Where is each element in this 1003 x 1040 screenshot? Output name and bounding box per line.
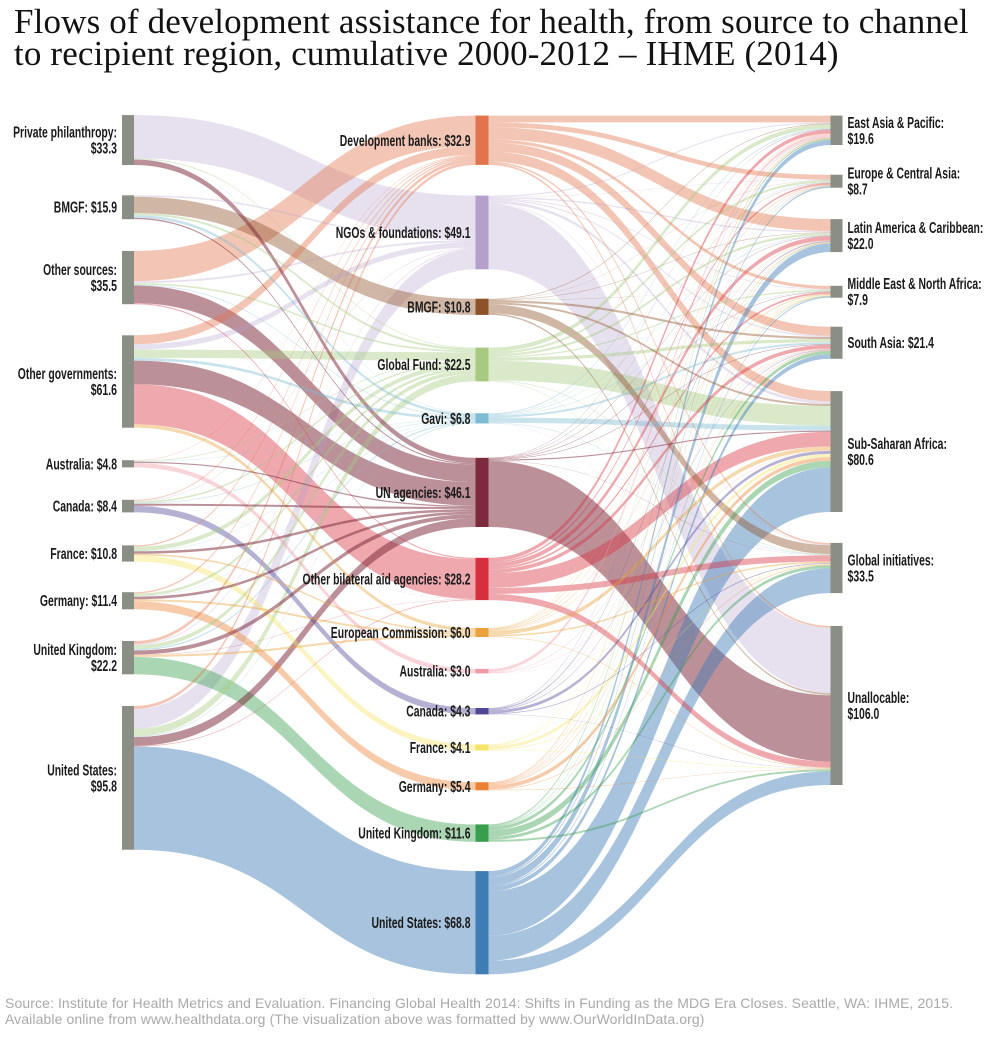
svg-text:Australia: $3.0: Australia: $3.0 (400, 664, 471, 681)
svg-text:United States:: United States: (47, 762, 117, 779)
svg-text:France: $10.8: France: $10.8 (50, 546, 117, 563)
svg-text:UN agencies: $46.1: UN agencies: $46.1 (376, 485, 471, 502)
svg-text:Unallocable:: Unallocable: (848, 690, 910, 707)
svg-text:United Kingdom: $11.6: United Kingdom: $11.6 (358, 826, 470, 843)
svg-text:$19.6: $19.6 (848, 131, 875, 148)
svg-text:Private philanthropy:: Private philanthropy: (13, 125, 117, 142)
svg-text:$7.9: $7.9 (848, 292, 869, 309)
svg-text:Australia: $4.8: Australia: $4.8 (46, 456, 117, 473)
svg-text:NGOs & foundations: $49.1: NGOs & foundations: $49.1 (336, 225, 471, 242)
svg-text:South Asia: $21.4: South Asia: $21.4 (848, 335, 935, 352)
svg-text:European Commission: $6.0: European Commission: $6.0 (331, 625, 471, 642)
svg-text:$33.3: $33.3 (91, 141, 118, 158)
svg-text:$106.0: $106.0 (848, 706, 880, 723)
svg-text:$8.7: $8.7 (848, 182, 868, 199)
svg-text:France: $4.1: France: $4.1 (410, 740, 471, 757)
svg-text:Canada: $8.4: Canada: $8.4 (53, 499, 118, 516)
svg-text:Gavi: $6.8: Gavi: $6.8 (421, 411, 471, 428)
svg-text:Germany: $11.4: Germany: $11.4 (40, 593, 117, 610)
svg-text:$33.5: $33.5 (848, 569, 875, 586)
svg-text:Global initiatives:: Global initiatives: (848, 553, 935, 570)
svg-text:Latin America & Caribbean:: Latin America & Caribbean: (848, 220, 984, 237)
svg-text:Global Fund: $22.5: Global Fund: $22.5 (377, 357, 470, 374)
svg-text:BMGF: $10.8: BMGF: $10.8 (407, 299, 470, 316)
svg-text:United States: $68.8: United States: $68.8 (372, 915, 471, 932)
svg-text:$35.5: $35.5 (91, 278, 118, 295)
svg-text:$95.8: $95.8 (91, 778, 118, 795)
svg-text:Germany: $5.4: Germany: $5.4 (399, 779, 471, 796)
svg-text:Other sources:: Other sources: (43, 262, 117, 279)
svg-text:$22.2: $22.2 (91, 658, 117, 675)
svg-text:United Kingdom:: United Kingdom: (33, 642, 117, 659)
svg-text:Middle East & North Africa:: Middle East & North Africa: (848, 276, 982, 293)
svg-text:Other bilateral aid agencies:: Other bilateral aid agencies: $28.2 (303, 571, 471, 588)
svg-text:Canada: $4.3: Canada: $4.3 (406, 704, 471, 721)
svg-text:$22.0: $22.0 (848, 236, 874, 253)
svg-text:Sub-Saharan Africa:: Sub-Saharan Africa: (848, 436, 947, 453)
svg-text:Europe & Central Asia:: Europe & Central Asia: (848, 166, 961, 183)
svg-text:$61.6: $61.6 (91, 382, 118, 399)
svg-text:BMGF: $15.9: BMGF: $15.9 (54, 200, 117, 217)
svg-text:East Asia & Pacific:: East Asia & Pacific: (848, 115, 945, 132)
svg-text:Development banks: $32.9: Development banks: $32.9 (340, 133, 471, 150)
svg-text:Other governments:: Other governments: (18, 366, 117, 383)
svg-text:$80.6: $80.6 (848, 452, 875, 469)
